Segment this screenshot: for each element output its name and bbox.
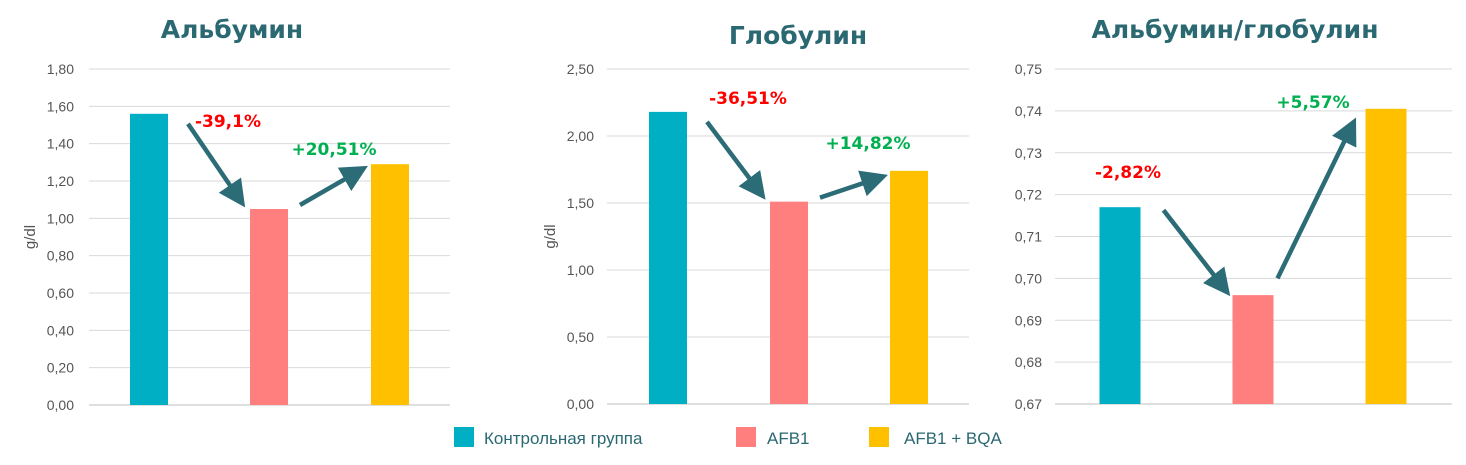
change-label-negative: -39,1%: [195, 112, 261, 132]
y-tick-label: 1,00: [567, 262, 594, 278]
y-tick-label: 0,80: [47, 248, 74, 264]
y-tick-label: 0,50: [567, 329, 594, 345]
y-tick-label: 0,40: [47, 322, 74, 338]
arrow-decrease: [705, 120, 766, 200]
y-tick-label: 1,40: [47, 136, 74, 152]
y-tick-label: 0,74: [1015, 103, 1042, 119]
chart-3: Альбумин/глобулин 0,67 0,68 0,69 0,70 0,71 0,7…: [1015, 15, 1452, 412]
chart-title: Альбумин: [161, 15, 303, 44]
y-tick-label: 0,00: [47, 397, 74, 413]
bar-control: [130, 113, 168, 406]
y-tick-label: 0,72: [1015, 187, 1042, 203]
y-tick-label: 0,70: [1015, 270, 1042, 286]
arrow-increase: [1275, 117, 1357, 280]
bar-control: [1099, 207, 1141, 404]
y-tick-label: 2,00: [567, 128, 594, 144]
legend-label-afb1-bqa: AFB1 + BQA: [904, 429, 1002, 448]
y-tick-label: 1,00: [47, 210, 74, 226]
charts-layer: Альбумин 0,00 0,20 0,40 0,60 0,80 1,00 1,20 1,40…: [22, 15, 1452, 413]
arrow-decrease: [186, 122, 246, 208]
y-tick-label: 1,60: [47, 98, 74, 114]
chart-1: Альбумин 0,00 0,20 0,40 0,60 0,80 1,00 1,20 1,40…: [22, 15, 450, 413]
y-tick-label: 0,69: [1015, 312, 1042, 328]
legend-label-control: Контрольная группа: [484, 429, 643, 448]
y-tick-label: 0,67: [1015, 396, 1042, 412]
bar-control: [649, 111, 687, 404]
y-tick-label: 0,60: [47, 285, 74, 301]
bar-afb1-bqa: [1365, 108, 1407, 404]
legend-swatch-afb1-bqa: [869, 427, 889, 447]
legend-swatch-control: [454, 427, 474, 447]
change-label-negative: -36,51%: [709, 89, 787, 109]
y-tick-label: 0,00: [567, 396, 594, 412]
y-tick-label: 0,75: [1015, 61, 1042, 77]
bar-afb1: [250, 209, 288, 405]
y-tick-label: 0,20: [47, 360, 74, 376]
y-axis-label: g/dl: [542, 224, 559, 248]
arrow-increase: [298, 165, 368, 207]
arrow-decrease: [1161, 208, 1231, 297]
bar-afb1-bqa: [371, 164, 409, 405]
bar-afb1: [1232, 295, 1274, 404]
y-tick-label: 1,80: [47, 61, 74, 77]
legend: Контрольная группа AFB1 AFB1 + BQA: [454, 427, 1002, 448]
y-tick-label: 2,50: [567, 61, 594, 77]
change-label-negative: -2,82%: [1095, 163, 1161, 183]
legend-label-afb1: AFB1: [767, 429, 810, 448]
change-label-positive: +5,57%: [1276, 93, 1349, 113]
y-axis-label: g/dl: [22, 225, 39, 249]
y-tick-label: 1,20: [47, 173, 74, 189]
change-label-positive: +14,82%: [825, 134, 910, 154]
change-label-positive: +20,51%: [291, 140, 376, 160]
chart-title: Глобулин: [729, 21, 867, 50]
chart-2: Глобулин 0,00 0,50 1,00 1,50 2,00 2,50 g/dl -36,…: [542, 21, 969, 412]
y-tick-label: 0,71: [1015, 229, 1042, 245]
y-tick-label: 1,50: [567, 195, 594, 211]
chart-title: Альбумин/глобулин: [1092, 15, 1379, 44]
arrow-increase: [819, 170, 888, 200]
legend-swatch-afb1: [736, 427, 756, 447]
bar-afb1: [770, 201, 808, 404]
y-tick-label: 0,68: [1015, 354, 1042, 370]
bar-afb1-bqa: [890, 170, 928, 404]
y-tick-label: 0,73: [1015, 145, 1042, 161]
